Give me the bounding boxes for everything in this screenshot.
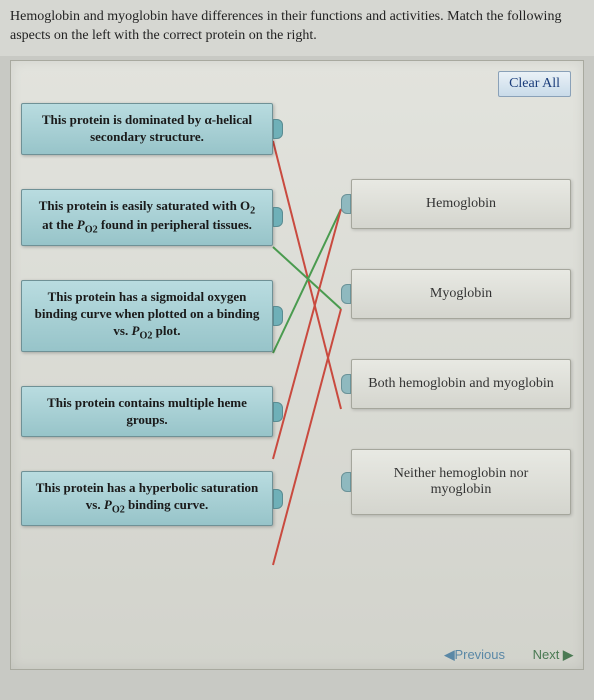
connector-nub: [273, 402, 283, 422]
connector-nub: [273, 489, 283, 509]
match-line: [273, 247, 341, 309]
drop-target-3[interactable]: Neither hemoglobin nor myoglobin: [351, 449, 571, 515]
chevron-right-icon: ▶: [563, 647, 573, 662]
clear-all-button[interactable]: Clear All: [498, 71, 571, 97]
connector-nub: [341, 472, 351, 492]
right-column: Hemoglobin Myoglobin Both hemoglobin and m…: [351, 179, 571, 555]
drop-target-2[interactable]: Both hemoglobin and myoglobin: [351, 359, 571, 409]
match-line: [273, 209, 341, 459]
drop-target-0[interactable]: Hemoglobin: [351, 179, 571, 229]
left-column: This protein is dominated by α-helical s…: [21, 103, 273, 560]
connector-nub: [273, 207, 283, 227]
draggable-item-3[interactable]: This protein contains multiple heme grou…: [21, 386, 273, 438]
nav-footer: ◀Previous Next ▶: [444, 647, 573, 663]
connector-nub: [341, 284, 351, 304]
draggable-item-0[interactable]: This protein is dominated by α-helical s…: [21, 103, 273, 155]
connector-nub: [341, 194, 351, 214]
next-button[interactable]: Next ▶: [533, 647, 573, 662]
drop-target-1[interactable]: Myoglobin: [351, 269, 571, 319]
question-text: Hemoglobin and myoglobin have difference…: [0, 0, 594, 56]
match-line: [273, 141, 341, 409]
matching-panel: Clear All This protein is dominated by α…: [10, 60, 584, 670]
draggable-item-2[interactable]: This protein has a sigmoidal oxygen bind…: [21, 280, 273, 352]
match-line: [273, 309, 341, 565]
chevron-left-icon: ◀: [444, 647, 454, 662]
connector-nub: [273, 119, 283, 139]
connector-nub: [341, 374, 351, 394]
prev-button[interactable]: ◀Previous: [444, 647, 505, 662]
draggable-item-4[interactable]: This protein has a hyperbolic saturation…: [21, 471, 273, 526]
match-line: [273, 209, 341, 353]
connector-nub: [273, 306, 283, 326]
draggable-item-1[interactable]: This protein is easily saturated with O2…: [21, 189, 273, 247]
